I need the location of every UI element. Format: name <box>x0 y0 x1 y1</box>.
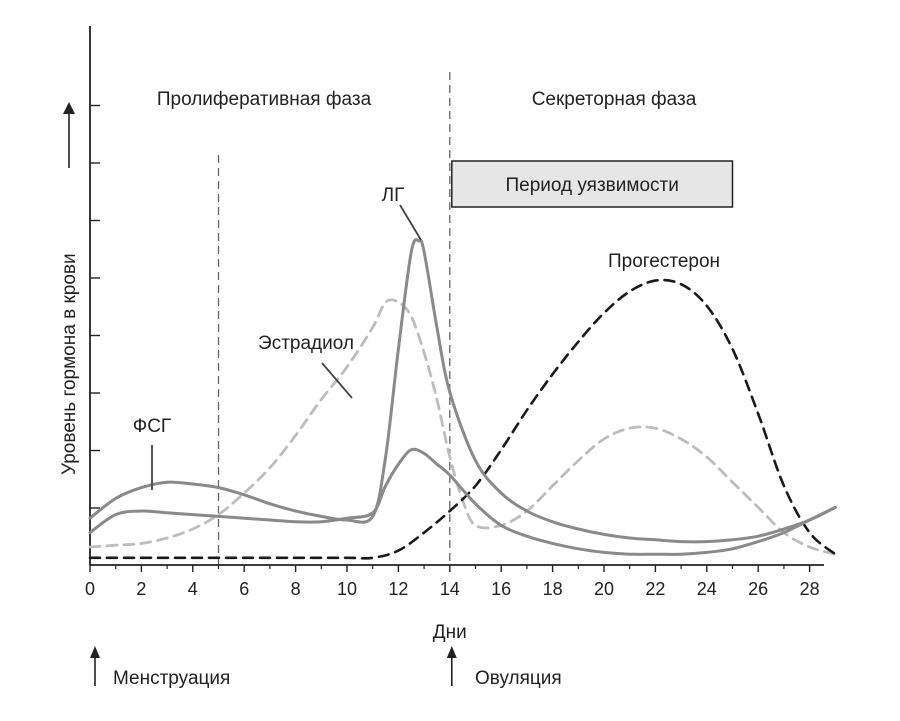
phase-label-secretory: Секреторная фаза <box>532 89 697 110</box>
x-tick-label: 12 <box>388 579 408 599</box>
x-axis-ticks: 0 2 4 6 8 10 12 14 16 18 20 22 24 26 28 <box>85 565 820 599</box>
x-tick-label: 18 <box>543 579 563 599</box>
hormone-curves <box>88 238 837 560</box>
x-tick-label: 20 <box>594 579 614 599</box>
series-label-progesterone: Прогестерон <box>608 251 720 272</box>
x-tick-label: 24 <box>697 579 717 599</box>
y-axis-title: Уровень гормона в крови <box>59 253 80 475</box>
vulnerability-period-label: Период уязвимости <box>505 175 678 196</box>
fsh-curve <box>88 447 837 556</box>
x-tick-label: 14 <box>440 579 460 599</box>
series-label-estradiol: Эстрадиол <box>258 333 354 354</box>
lh-leader-line <box>399 204 422 241</box>
x-tick-label: 0 <box>85 579 95 599</box>
x-tick-label: 8 <box>291 579 301 599</box>
event-label-ovulation: Овуляция <box>475 668 562 689</box>
up-arrow-icon <box>90 646 100 658</box>
y-axis-arrow-head-icon <box>63 102 75 114</box>
phase-dividers <box>217 72 451 565</box>
x-tick-label: 28 <box>800 579 820 599</box>
y-axis-title-group: Уровень гормона в крови <box>59 102 80 475</box>
lh-curve <box>88 238 837 544</box>
up-arrow-icon <box>446 646 457 658</box>
series-label-fsh: ФСГ <box>133 416 171 437</box>
series-label-lh: ЛГ <box>382 185 405 206</box>
x-tick-label: 26 <box>748 579 768 599</box>
x-tick-label: 10 <box>337 579 357 599</box>
x-tick-label: 16 <box>491 579 511 599</box>
axes <box>89 26 824 566</box>
x-tick-label: 6 <box>239 579 249 599</box>
phase-label-proliferative: Пролиферативная фаза <box>157 89 372 110</box>
x-tick-label: 22 <box>645 579 665 599</box>
estradiol-curve <box>88 298 837 556</box>
label-leader-lines <box>151 204 422 490</box>
vulnerability-period-box <box>451 160 734 208</box>
cycle-events <box>90 646 457 686</box>
x-tick-label: 4 <box>188 579 198 599</box>
event-label-menstruation: Менструация <box>113 668 230 689</box>
estradiol-leader-line <box>321 362 353 399</box>
x-axis-title: Дни <box>433 622 467 643</box>
progesterone-curve <box>88 278 837 560</box>
x-tick-label: 2 <box>136 579 146 599</box>
